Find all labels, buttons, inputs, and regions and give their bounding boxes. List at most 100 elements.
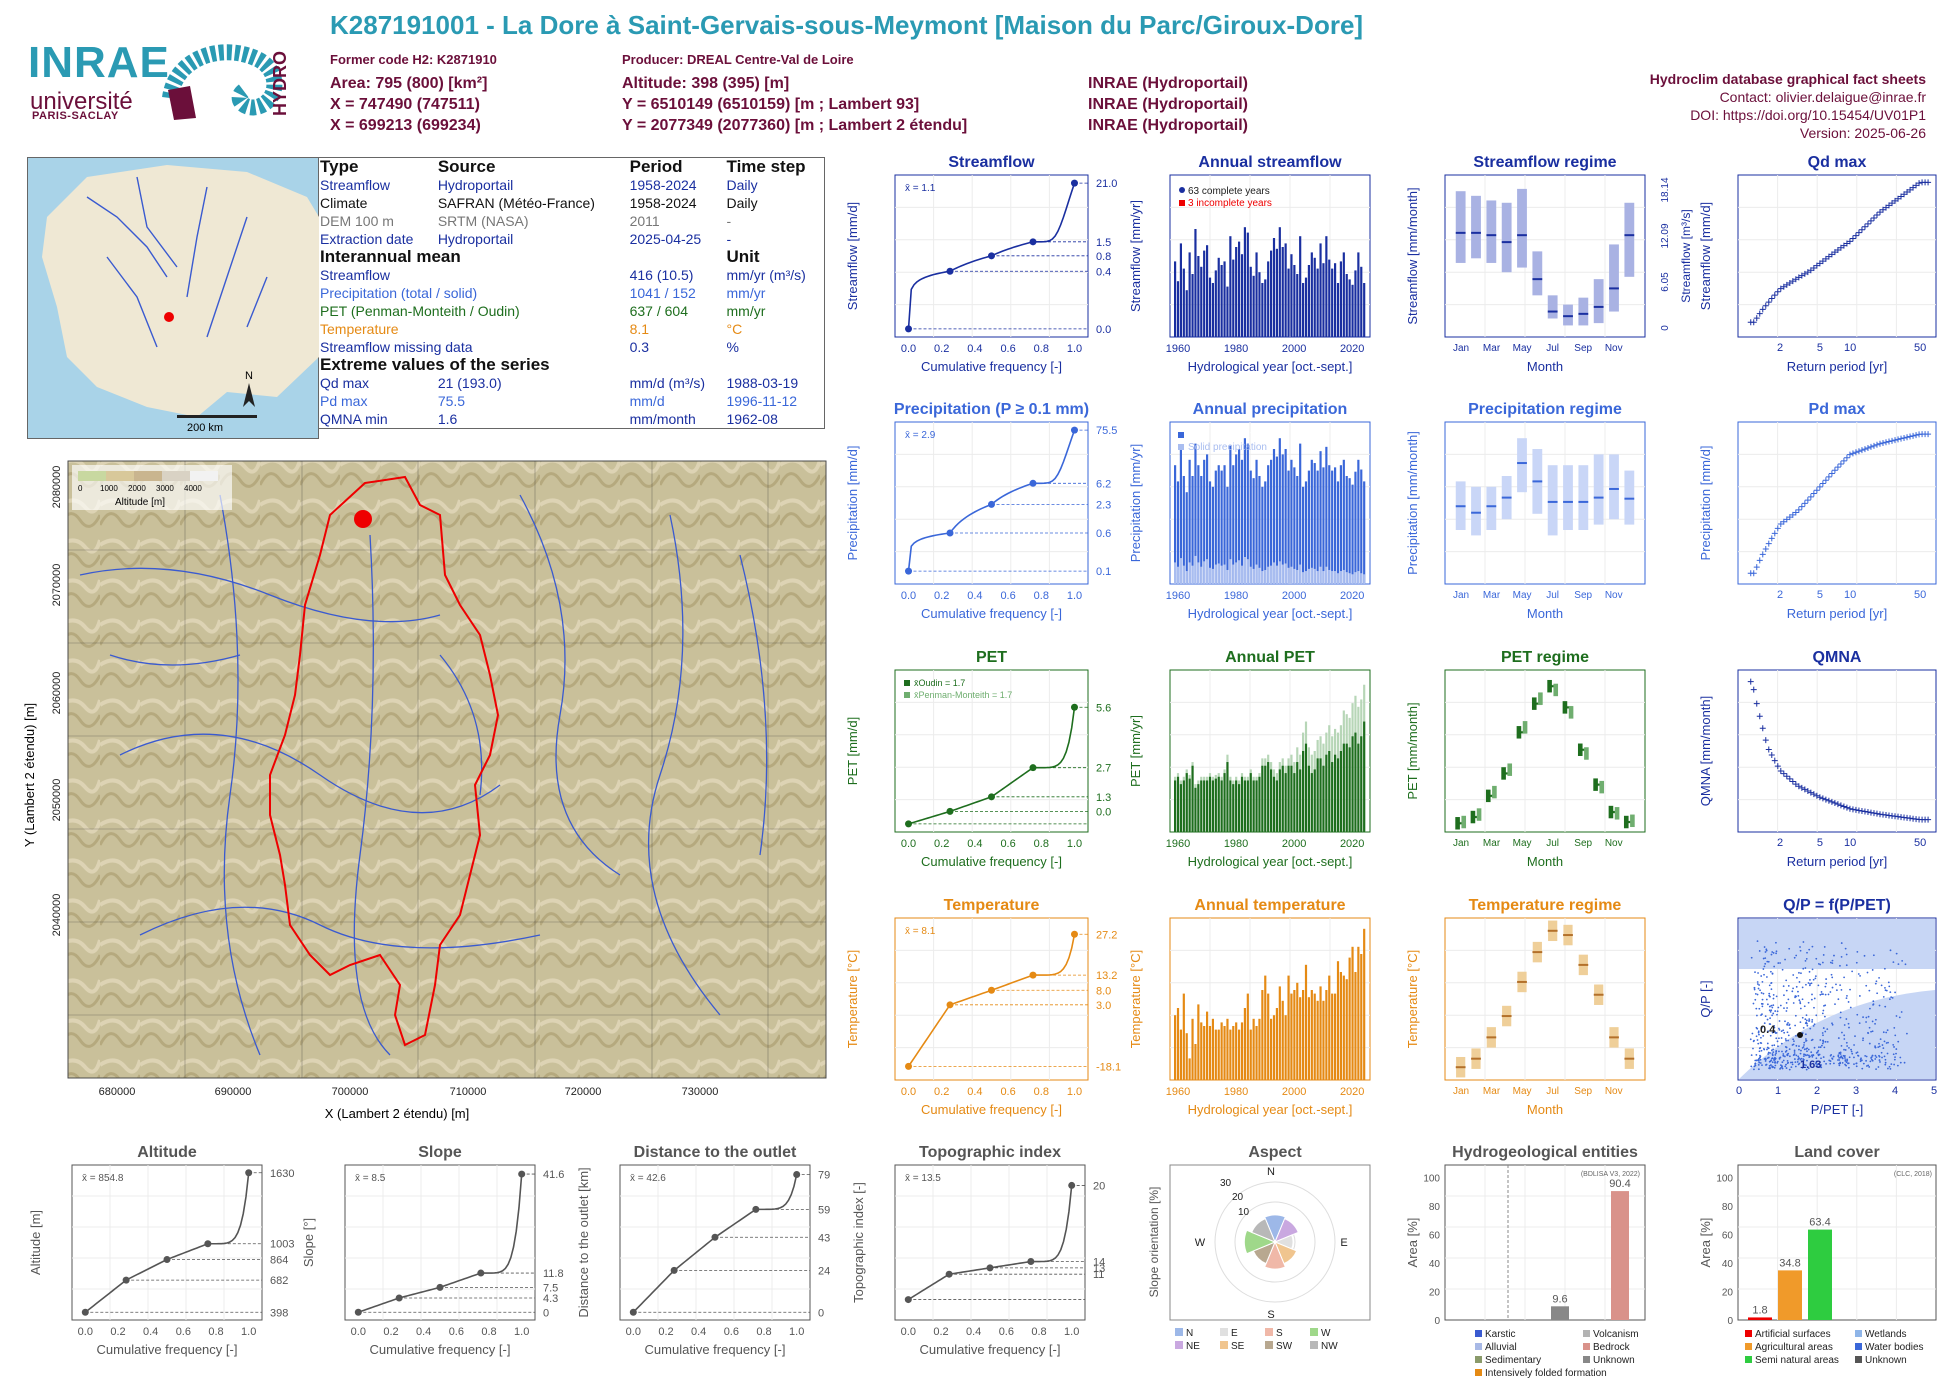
legend-label: S <box>1276 1328 1283 1339</box>
river-line <box>139 906 541 949</box>
cell: Hydroportail <box>437 177 514 193</box>
right-quantile-label: 13 <box>1093 1263 1105 1275</box>
x-tick: 0.4 <box>967 343 982 355</box>
qp-point <box>1760 1014 1762 1017</box>
qp-point <box>1858 995 1861 997</box>
y-axis-label: Area [%] <box>1698 1218 1713 1268</box>
qp-point <box>1820 1057 1822 1060</box>
qp-point <box>1884 1005 1887 1008</box>
north-arrow-icon <box>243 383 255 407</box>
return-point <box>1831 800 1838 807</box>
x-tick: 5 <box>1931 1085 1937 1097</box>
bar <box>1310 773 1313 832</box>
bar <box>1220 265 1223 337</box>
right-quantile-label: 3.0 <box>1096 1000 1111 1012</box>
return-point <box>1819 480 1826 487</box>
map-xtick: 710000 <box>450 1086 487 1098</box>
qp-point <box>1859 1060 1862 1063</box>
return-point <box>1777 521 1784 528</box>
qp-point <box>1780 1037 1783 1039</box>
x-tick: 2020 <box>1340 838 1364 850</box>
qp-point <box>1772 1048 1775 1051</box>
return-point <box>1867 809 1874 816</box>
qp-annotation: 0.4 <box>1760 1024 1776 1036</box>
qp-point <box>1804 1022 1807 1025</box>
bar <box>1302 283 1305 337</box>
bar <box>1240 1022 1244 1080</box>
table-row: Qd max 21 (193.0) mm/d (m³/s) 1988-03-19 <box>316 374 825 392</box>
return-point <box>1861 446 1868 453</box>
qp-point <box>1843 1024 1846 1026</box>
legend-label: 63 complete years <box>1188 186 1270 197</box>
right-quantile-label: 11.8 <box>543 1268 564 1280</box>
qp-point <box>1804 959 1807 962</box>
legend-label: Semi natural areas <box>1755 1355 1839 1366</box>
qp-point <box>1762 968 1765 970</box>
qp-point <box>1769 1052 1771 1054</box>
return-point <box>1759 551 1766 558</box>
x-tick: Nov <box>1605 343 1623 354</box>
qp-point <box>1839 984 1842 987</box>
bar <box>1185 290 1188 337</box>
bar-solid <box>1191 565 1194 584</box>
regime-box <box>1609 454 1619 520</box>
qp-point <box>1764 957 1767 960</box>
mean-label: x̄ = 8.5 <box>355 1173 386 1184</box>
x-axis-label: Cumulative frequency [-] <box>921 1102 1062 1117</box>
return-point <box>1759 725 1766 732</box>
return-point <box>1780 770 1787 777</box>
qp-point <box>1822 1040 1825 1043</box>
qp-point <box>1769 1066 1771 1069</box>
qp-point <box>1822 1056 1825 1058</box>
qp-point <box>1758 1061 1761 1064</box>
bar <box>1281 454 1284 584</box>
qp-point <box>1808 1018 1811 1021</box>
y-lambert2: Y = 2077349 (2077360) [m ; Lambert 2 éte… <box>622 117 968 134</box>
qp-point <box>1839 1053 1842 1055</box>
table-row: Pd max 75.5 mm/d 1996-11-12 <box>316 392 825 410</box>
bar <box>1345 743 1348 832</box>
x-tick: 1980 <box>1224 838 1248 850</box>
qp-point <box>1750 1065 1753 1068</box>
bar <box>1339 751 1342 832</box>
bar-solid <box>1226 569 1229 584</box>
bar <box>1307 997 1310 1080</box>
qp-point <box>1762 992 1765 995</box>
quantile-point <box>1070 930 1078 938</box>
qp-point <box>1895 1015 1898 1017</box>
return-point <box>1846 805 1853 812</box>
qp-point <box>1888 985 1891 988</box>
return-point <box>1831 467 1838 474</box>
y-axis-label: Temperature [°C] <box>1405 950 1420 1048</box>
return-point <box>1774 763 1781 770</box>
direction-label: E <box>1340 1237 1347 1249</box>
bar <box>1179 449 1182 584</box>
qp-point <box>1904 963 1907 966</box>
qp-point <box>1807 1001 1810 1004</box>
chart-title: Precipitation regime <box>1468 401 1622 418</box>
qp-point <box>1795 1044 1798 1047</box>
cell: mm/yr (m³/s) <box>726 267 806 283</box>
bar <box>1313 257 1316 337</box>
hydro-logo-icon <box>162 44 283 120</box>
chart-title: Land cover <box>1794 1144 1879 1161</box>
x-tick: 0.8 <box>1034 838 1049 850</box>
return-point <box>1889 437 1896 444</box>
return-point <box>1804 497 1811 504</box>
legend-marker <box>1855 1330 1862 1337</box>
qp-point <box>1778 1027 1780 1030</box>
qp-point <box>1841 1057 1844 1060</box>
qp-point <box>1835 989 1838 992</box>
bar <box>1325 236 1328 337</box>
y-tick: 80 <box>1722 1202 1734 1213</box>
return-point <box>1798 503 1805 510</box>
qp-point <box>1881 1044 1884 1046</box>
qp-point <box>1884 987 1886 989</box>
regime-box-oudin <box>1608 805 1614 819</box>
rose-sector <box>1264 1214 1286 1244</box>
bar <box>1316 1000 1319 1080</box>
right-quantile-label: -18.1 <box>1096 1061 1121 1073</box>
y-axis-label: Streamflow [mm/month] <box>1405 187 1420 324</box>
qp-point <box>1817 1063 1820 1065</box>
qp-point <box>1796 1061 1799 1063</box>
